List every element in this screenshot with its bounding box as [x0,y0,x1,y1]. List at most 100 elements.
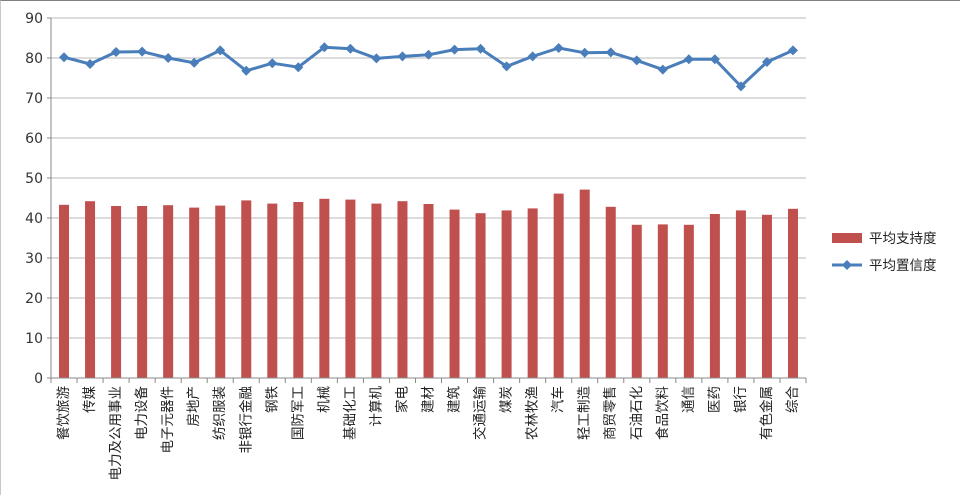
x-category-label: 医药 [707,386,723,413]
x-category-label: 煤炭 [499,386,515,413]
confidence-point [241,65,252,76]
support-bar [137,206,148,378]
confidence-point [111,47,122,57]
y-tick-label: 0 [34,371,43,387]
confidence-point [605,47,616,58]
support-bar [449,209,460,378]
support-bar [215,205,226,378]
x-category-label: 国防军工 [290,386,306,440]
confidence-point [267,58,278,69]
support-bar [241,200,252,378]
legend-swatch-support [832,233,862,243]
support-bar [709,214,720,378]
y-tick-label: 40 [25,211,43,227]
support-bar [761,214,772,378]
x-category-label: 通信 [681,386,697,413]
x-category-label: 轻工制造 [577,386,593,440]
x-category-label: 综合 [785,386,801,414]
x-category-label: 电力及公用事业 [108,386,124,481]
legend-label-confidence: 平均置信度 [869,258,937,274]
confidence-point [787,45,798,56]
support-bar [319,198,330,378]
support-bar [59,204,70,378]
y-tick-label: 10 [25,331,43,347]
confidence-point [735,81,746,92]
x-category-label: 建筑 [447,386,463,413]
axes: 0 10 20 30 40 50 60 70 80 90 餐饮旅游 传媒 电力及公用事业 电力设备 电子元器… [25,11,807,481]
x-category-label: 电力设备 [133,386,150,440]
x-category-label: 汽车 [550,386,567,413]
support-bar [527,208,538,378]
confidence-point [631,55,642,66]
y-tick-label: 90 [25,11,43,27]
legend-label-support: 平均支持度 [869,231,937,247]
x-category-label: 商贸零售 [603,386,619,440]
x-category-label: 农林牧渔 [525,386,541,440]
confidence-point [371,53,382,64]
confidence-point [709,54,720,65]
confidence-point [475,43,486,54]
y-tick-label: 30 [25,251,43,267]
confidence-point [501,61,512,72]
x-category-label: 计算机 [368,386,384,427]
x-category-label: 家电 [393,386,410,413]
support-bar [423,204,434,378]
support-bar [787,208,798,378]
x-category-label: 石油石化 [629,386,645,440]
x-category-label: 房地产 [186,386,202,427]
support-bar [371,203,382,378]
x-category-label: 交通运输 [472,386,489,440]
x-category-label: 食品饮料 [654,386,671,440]
x-category-label: 建材 [421,386,437,413]
confidence-point [319,42,330,53]
support-bar [189,207,200,378]
confidence-point [345,43,356,54]
support-bar [163,205,174,378]
support-bar-series [59,189,798,378]
confidence-point [85,59,96,69]
confidence-point [579,47,590,58]
x-category-label: 钢铁 [264,386,280,413]
x-category-label: 电子元器件 [160,386,176,454]
confidence-point [397,51,408,62]
support-bar [579,189,590,378]
x-category-label: 基础化工 [341,386,358,440]
confidence-point [553,43,564,53]
gridlines [51,17,806,339]
support-bar [293,202,304,378]
y-tick-label: 20 [25,291,43,307]
y-tick-label: 60 [25,131,43,147]
support-bar [397,201,408,378]
x-category-label: 银行 [733,386,749,413]
confidence-point [449,44,460,55]
legend: 平均支持度 平均置信度 [832,231,937,274]
confidence-point [215,45,226,56]
support-bar [553,193,564,378]
support-bar [111,206,122,378]
confidence-point [189,57,200,68]
confidence-point [137,46,148,57]
confidence-point [423,49,434,60]
support-bar [501,210,512,378]
support-bar [657,224,668,378]
support-bar [267,203,278,378]
confidence-point [657,64,668,75]
support-bar [345,199,356,378]
confidence-point [761,57,772,67]
confidence-point [163,53,174,63]
confidence-point [527,51,538,62]
support-bar [85,201,96,378]
x-category-label: 机械 [316,386,332,413]
support-bar [631,224,642,378]
confidence-point [59,52,70,63]
x-category-label: 餐饮旅游 [56,386,72,440]
legend-swatch-confidence-marker [842,260,852,270]
support-bar [605,206,616,378]
support-bar [475,213,486,378]
confidence-point [683,54,694,65]
support-bar [683,224,694,378]
support-bar [735,210,746,378]
confidence-line-series [59,42,798,92]
